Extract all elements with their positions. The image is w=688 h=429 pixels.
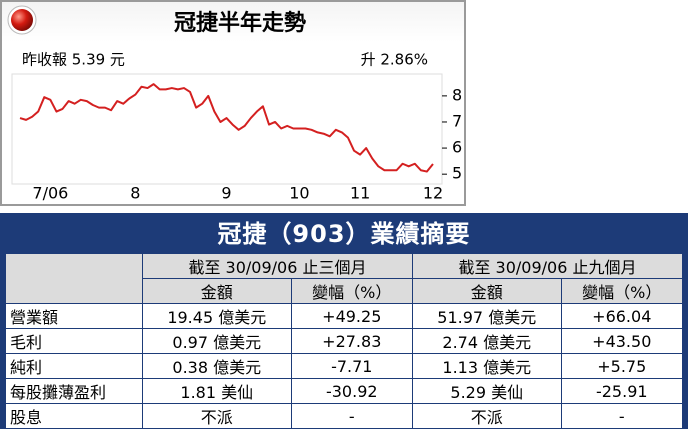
column-header: 金額 — [411, 278, 562, 304]
row-label: 營業額 — [5, 303, 143, 329]
column-header: 變幅（%） — [560, 278, 684, 304]
annotation: 升 2.86% — [361, 51, 428, 69]
table-row: 營業額 19.45 億美元 +49.25 51.97 億美元 +66.04 — [5, 303, 684, 329]
column-header: 變幅（%） — [290, 278, 413, 304]
cell: +5.75 — [560, 353, 684, 379]
cell: -7.71 — [290, 353, 413, 379]
price-line — [19, 83, 434, 173]
table-row: 每股攤薄盈利 1.81 美仙 -30.92 5.29 美仙 -25.91 — [5, 378, 684, 404]
cell: 0.97 億美元 — [142, 328, 292, 354]
group-header: 截至 30/09/06 止九個月 — [411, 253, 684, 279]
cell: +66.04 — [560, 303, 684, 329]
group-header: 截至 30/09/06 止三個月 — [142, 253, 413, 279]
x-tick-label: 11 — [350, 184, 370, 203]
row-label: 每股攤薄盈利 — [5, 378, 143, 404]
cell: -25.91 — [560, 378, 684, 404]
group-row: 截至 30/09/06 止三個月 截至 30/09/06 止九個月 — [5, 253, 684, 304]
table-row: 毛利 0.97 億美元 +27.83 2.74 億美元 +43.50 — [5, 328, 684, 354]
row-label: 純利 — [5, 353, 143, 379]
row-label: 毛利 — [5, 328, 143, 354]
cell: +43.50 — [560, 328, 684, 354]
y-tick-label: 6 — [452, 138, 462, 157]
plot-frame — [11, 73, 443, 185]
row-label: 股息 — [5, 403, 143, 429]
cell: 19.45 億美元 — [142, 303, 292, 329]
cell: - — [560, 403, 684, 429]
x-tick-label: 9 — [221, 184, 231, 203]
chart-panel: 冠捷半年走勢 昨收報 5.39 元 升 2.86% 5 6 7 8 7/06 8 9 10 11… — [0, 0, 466, 206]
table-row: 股息 不派 - 不派 - — [5, 403, 684, 429]
table-title: 冠捷（903）業績摘要 — [217, 220, 471, 248]
chart: 冠捷半年走勢 昨收報 5.39 元 升 2.86% 5 6 7 8 7/06 8 9 10 11… — [0, 0, 466, 206]
y-tick-label: 5 — [452, 164, 462, 183]
cell: 5.29 美仙 — [411, 378, 562, 404]
y-tick-label: 8 — [452, 85, 462, 104]
y-tick-label: 7 — [452, 111, 462, 130]
table-panel: 冠捷（903）業績摘要 截至 30/09/06 止三個月 截至 30/09/06 … — [0, 213, 688, 429]
cell: 2.74 億美元 — [411, 328, 562, 354]
cell: -30.92 — [290, 378, 413, 404]
cell: +49.25 — [290, 303, 413, 329]
cell: 1.13 億美元 — [411, 353, 562, 379]
cell: 不派 — [411, 403, 562, 429]
column-row: 金額 變幅（%） 金額 變幅（%） — [6, 278, 684, 304]
icon-ball — [11, 9, 33, 31]
cell: 1.81 美仙 — [142, 378, 292, 404]
table-row: 純利 0.38 億美元 -7.71 1.13 億美元 +5.75 — [5, 353, 684, 379]
cell: 0.38 億美元 — [142, 353, 292, 379]
x-tick-label: 10 — [289, 184, 309, 203]
corner — [5, 253, 143, 304]
cell: 不派 — [142, 403, 292, 429]
x-tick-label: 8 — [130, 184, 140, 203]
cell: - — [290, 403, 413, 429]
results-table: 截至 30/09/06 止三個月 截至 30/09/06 止九個月 金額 變幅（%）… — [5, 253, 684, 429]
header-band — [2, 2, 464, 42]
cell: +27.83 — [290, 328, 413, 354]
cell: 51.97 億美元 — [411, 303, 562, 329]
x-tick-label: 12 — [423, 184, 443, 203]
column-header: 金額 — [142, 278, 292, 304]
chart-title: 冠捷半年走勢 — [174, 10, 306, 36]
annotation: 昨收報 5.39 元 — [22, 51, 125, 69]
x-tick-label: 7/06 — [32, 184, 68, 203]
